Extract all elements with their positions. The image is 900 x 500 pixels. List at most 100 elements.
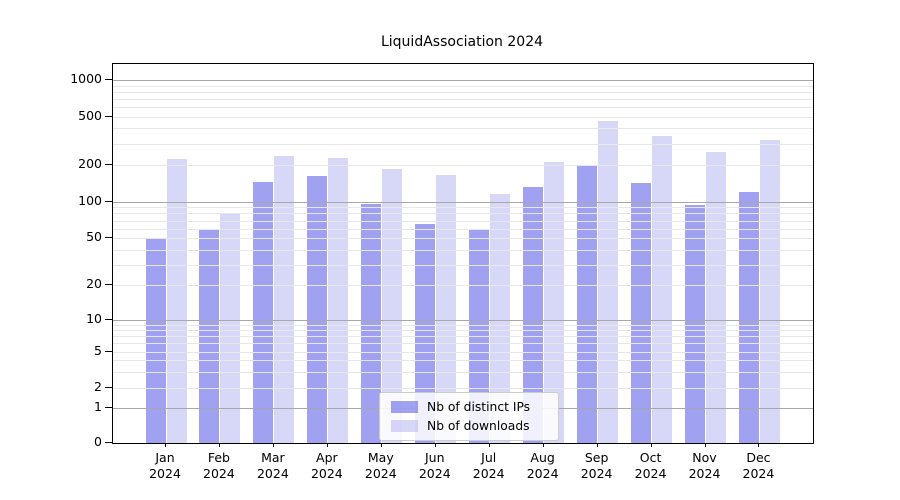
gridline-50: [113, 238, 813, 240]
gridline-20: [113, 285, 813, 287]
legend-row-downloads: Nb of downloads: [380, 416, 558, 435]
x-tick-label-oct: Oct 2024: [634, 450, 667, 481]
bar-downloads-aug: [544, 162, 565, 443]
y-tick-mark-1000: [105, 79, 112, 80]
gridline-90: [113, 207, 813, 209]
x-tick-mark-feb: [218, 443, 220, 447]
y-tick-mark-2: [105, 386, 112, 388]
bar-distinct-ips-nov: [685, 204, 705, 443]
y-tick-label-500: 500: [78, 107, 102, 123]
bar-downloads-dec: [759, 140, 780, 443]
x-tick-label-dec: Dec 2024: [742, 450, 775, 481]
x-tick-label-feb: Feb 2024: [203, 450, 235, 481]
x-tick-label-jun: Jun 2024: [418, 450, 451, 481]
y-tick-mark-1: [105, 406, 112, 408]
x-tick-label-aug: Aug 2024: [526, 450, 559, 481]
y-tick-label-0: 0: [94, 434, 102, 449]
bar-downloads-mar: [274, 156, 295, 443]
y-tick-mark-500: [105, 115, 112, 117]
gridline-5: [113, 351, 813, 353]
gridline-10: [113, 320, 813, 322]
bar-distinct-ips-oct: [631, 182, 652, 443]
x-tick-mark-apr: [326, 443, 328, 447]
y-tick-label-20: 20: [86, 276, 102, 292]
y-tick-label-50: 50: [86, 229, 102, 245]
legend-swatch-downloads: [391, 420, 418, 432]
y-tick-label-2: 2: [94, 378, 102, 394]
legend-swatch-distinct-ips: [391, 401, 418, 413]
gridline-60: [113, 228, 813, 230]
bar-downloads-nov: [706, 152, 726, 443]
x-tick-label-jul: Jul 2024: [472, 450, 505, 481]
gridline-700: [113, 98, 813, 100]
gridline-900: [113, 85, 813, 87]
x-tick-mark-mar: [272, 443, 274, 447]
gridline-8: [113, 330, 813, 332]
legend-label-distinct-ips: Nb of distinct IPs: [427, 400, 531, 414]
bar-distinct-ips-dec: [738, 192, 759, 443]
x-tick-label-nov: Nov 2024: [688, 450, 721, 481]
y-tick-mark-100: [105, 200, 112, 202]
gridline-6: [113, 343, 813, 345]
x-tick-label-sep: Sep 2024: [580, 450, 613, 481]
gridline-80: [113, 213, 813, 215]
bar-downloads-feb: [220, 213, 241, 443]
bar-distinct-ips-mar: [253, 182, 274, 443]
y-tick-label-5: 5: [94, 342, 102, 358]
gridline-100: [113, 201, 813, 203]
gridline-300: [113, 143, 813, 145]
x-tick-mark-jan: [165, 443, 166, 447]
bar-downloads-oct: [652, 136, 673, 443]
x-tick-mark-may: [380, 443, 382, 447]
bar-downloads-jun: [436, 175, 457, 443]
x-tick-mark-oct: [650, 443, 652, 447]
bar-distinct-ips-sep: [577, 164, 598, 443]
y-tick-mark-0: [105, 442, 112, 443]
y-tick-label-200: 200: [78, 156, 102, 171]
gridline-800: [113, 91, 813, 93]
gridline-400: [113, 128, 813, 130]
y-tick-label-100: 100: [78, 192, 102, 208]
x-tick-label-apr: Apr 2024: [310, 450, 343, 481]
gridline-500: [113, 116, 813, 118]
x-tick-mark-jul: [488, 443, 490, 447]
x-tick-mark-sep: [596, 443, 598, 447]
x-tick-mark-aug: [542, 443, 544, 447]
x-tick-mark-dec: [758, 443, 760, 447]
bar-downloads-sep: [598, 121, 619, 443]
gridline-4: [113, 360, 813, 362]
y-tick-mark-200: [105, 164, 112, 165]
y-tick-label-10: 10: [86, 311, 102, 327]
bar-distinct-ips-jan: [145, 239, 166, 443]
gridline-1000: [113, 80, 813, 81]
x-tick-label-mar: Mar 2024: [256, 450, 289, 481]
plot-area: Nb of distinct IPs Nb of downloads: [112, 63, 814, 444]
gridline-600: [113, 107, 813, 109]
x-tick-label-jan: Jan 2024: [149, 450, 181, 481]
y-tick-mark-10: [105, 319, 112, 321]
bar-distinct-ips-apr: [307, 176, 328, 443]
x-tick-mark-jun: [434, 443, 436, 447]
gridline-40: [113, 249, 813, 251]
chart-title: LiquidAssociation 2024: [380, 34, 544, 50]
x-tick-label-may: May 2024: [364, 450, 397, 481]
bar-downloads-apr: [328, 157, 349, 443]
gridline-2: [113, 387, 813, 389]
gridline-9: [113, 325, 813, 327]
bar-distinct-ips-may: [361, 203, 382, 443]
y-tick-mark-20: [105, 284, 112, 286]
gridline-30: [113, 264, 813, 266]
gridline-7: [113, 336, 813, 338]
y-tick-mark-5: [105, 350, 112, 352]
gridline-200: [113, 165, 813, 166]
gridline-3: [113, 371, 813, 373]
legend-label-downloads: Nb of downloads: [427, 419, 530, 433]
y-tick-mark-50: [105, 237, 112, 239]
x-tick-mark-nov: [704, 443, 706, 447]
gridline-70: [113, 220, 813, 222]
legend: Nb of distinct IPs Nb of downloads: [379, 392, 559, 441]
legend-row-distinct-ips: Nb of distinct IPs: [380, 397, 558, 416]
y-tick-label-1: 1: [94, 398, 102, 414]
y-tick-label-1000: 1000: [70, 71, 102, 86]
